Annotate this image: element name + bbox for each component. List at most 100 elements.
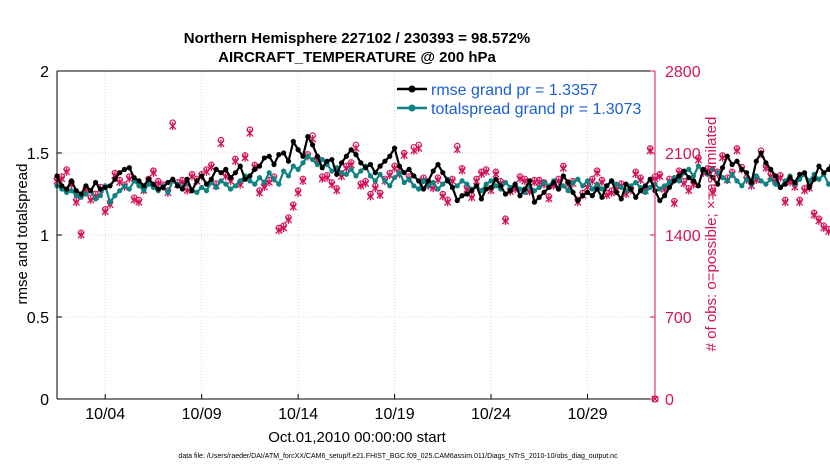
obs-assimilated-point xyxy=(231,157,240,166)
rmse-point xyxy=(329,156,335,163)
rmse-point xyxy=(797,171,803,177)
rmse-point xyxy=(459,193,465,199)
rmse-point xyxy=(507,188,513,194)
obs-assimilated-point xyxy=(183,186,191,195)
obs-assimilated-point xyxy=(598,178,606,187)
obs-assimilated-point xyxy=(376,191,384,200)
rmse-point xyxy=(613,189,620,195)
totalspread-point xyxy=(68,188,75,194)
obs-assimilated-point xyxy=(434,175,442,184)
left-tick-label-3: 1.5 xyxy=(27,146,49,163)
rmse-point xyxy=(763,160,769,166)
left-tick-label-2: 1 xyxy=(40,228,49,245)
rmse-point xyxy=(218,170,224,176)
obs-assimilated-point xyxy=(593,168,601,177)
obs-assimilated-point xyxy=(709,188,717,197)
obs-assimilated-point xyxy=(386,171,394,180)
rmse-point xyxy=(671,178,677,184)
totalspread-point xyxy=(502,179,509,186)
rmse-point xyxy=(266,153,272,159)
obs-assimilated-point xyxy=(255,188,264,197)
rmse-point xyxy=(719,165,726,171)
rmse-point xyxy=(551,179,557,186)
rmse-point xyxy=(372,170,378,176)
rmse-point xyxy=(353,152,359,158)
legend-spread-label: totalspread grand pr = 1.3073 xyxy=(431,101,641,118)
totalspread-point xyxy=(256,175,263,181)
totalspread-point xyxy=(285,173,292,179)
chart-title-line2: AIRCRAFT_TEMPERATURE @ 200 hPa xyxy=(218,49,496,66)
totalspread-point xyxy=(338,170,345,176)
totalspread-point xyxy=(387,183,393,189)
rmse-point xyxy=(411,173,417,179)
totalspread-point xyxy=(440,181,446,187)
rmse-point xyxy=(64,186,70,192)
rmse-point xyxy=(107,183,113,189)
rmse-point xyxy=(604,183,610,189)
rmse-point xyxy=(792,179,798,186)
footnote: data file: /Users/raeder/DAI/ATM_forcXX/… xyxy=(178,453,618,460)
x-tick-label-5: 10/29 xyxy=(567,406,607,423)
obs-assimilated-point xyxy=(607,188,616,197)
totalspread-point xyxy=(165,189,171,195)
rmse-point xyxy=(816,163,822,169)
rmse-point xyxy=(92,179,99,186)
totalspread-point xyxy=(826,181,830,187)
rmse-point xyxy=(165,179,171,186)
rmse-point xyxy=(599,194,605,200)
obs-assimilated-point xyxy=(265,178,273,187)
rmse-point xyxy=(686,175,692,181)
rmse-point xyxy=(821,170,827,176)
obs-assimilated-point xyxy=(453,145,461,154)
rmse-point xyxy=(223,166,229,172)
rmse-point xyxy=(314,153,321,159)
totalspread-point xyxy=(300,160,306,166)
totalspread-point xyxy=(435,186,441,192)
rmse-point xyxy=(416,178,422,184)
rmse-point xyxy=(382,158,388,164)
obs-assimilated-point xyxy=(815,216,823,225)
rmse-point xyxy=(777,184,783,191)
rmse-point xyxy=(546,184,552,191)
rmse-point xyxy=(464,191,470,197)
obs-assimilated-point xyxy=(800,186,809,195)
obs-assimilated-point xyxy=(680,179,688,188)
rmse-point xyxy=(174,183,181,189)
obs-assimilated-point xyxy=(72,198,80,207)
rmse-point xyxy=(637,188,644,194)
obs-assimilated-point xyxy=(415,144,423,153)
left-tick-label-0: 0 xyxy=(40,392,49,409)
obs-assimilated-point xyxy=(207,163,215,172)
totalspread-point xyxy=(690,173,697,179)
rmse-point xyxy=(676,173,682,179)
obs-assimilated-point xyxy=(781,198,789,207)
obs-assimilated-point xyxy=(670,199,678,208)
obs-assimilated-point xyxy=(796,198,804,207)
totalspread-point xyxy=(488,178,494,184)
rmse-point xyxy=(252,166,258,172)
totalspread-point xyxy=(348,166,354,172)
rmse-point xyxy=(160,184,166,191)
obs-assimilated-point xyxy=(477,170,486,179)
obs-assimilated-point xyxy=(410,146,418,155)
totalspread-point xyxy=(719,175,726,181)
legend-spread-marker xyxy=(408,104,416,112)
x-tick-label-1: 10/09 xyxy=(182,406,222,423)
totalspread-point xyxy=(575,176,581,182)
obs-assimilated-point xyxy=(632,170,640,179)
totalspread-point xyxy=(83,191,89,197)
rmse-point xyxy=(334,171,340,177)
x-axis-ticks: 10/04 10/09 10/14 10/19 10/24 10/29 xyxy=(85,394,608,423)
totalspread-point xyxy=(223,181,229,187)
totalspread-point xyxy=(232,183,239,189)
rmse-point xyxy=(657,197,663,204)
totalspread-point xyxy=(565,188,571,194)
obs-assimilated-point xyxy=(275,226,283,235)
rmse-point xyxy=(131,175,137,181)
totalspread-point xyxy=(97,193,104,199)
obs-assimilated-point xyxy=(439,192,447,201)
rmse-point xyxy=(748,179,755,186)
rmse-point xyxy=(276,152,282,158)
obs-assimilated-point xyxy=(824,227,830,236)
obs-assimilated-point xyxy=(357,181,365,190)
